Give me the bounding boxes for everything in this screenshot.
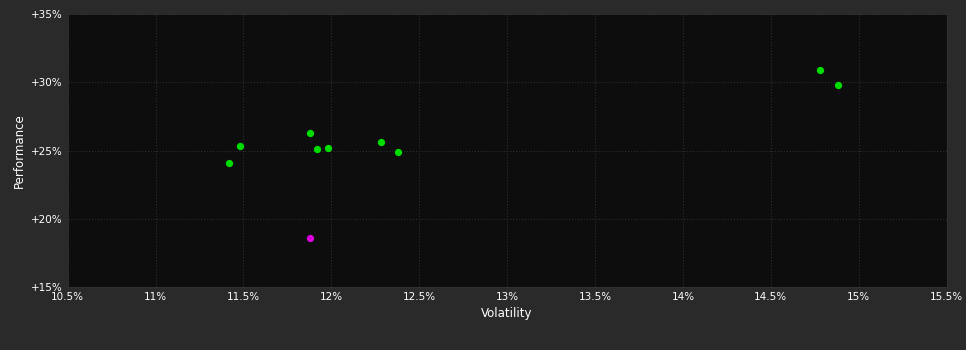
Point <box>302 130 318 135</box>
Point <box>830 82 845 88</box>
Point <box>320 145 335 150</box>
Y-axis label: Performance: Performance <box>13 113 25 188</box>
Point <box>812 67 828 73</box>
Point <box>221 160 237 166</box>
Point <box>232 144 247 149</box>
Point <box>390 149 406 155</box>
Point <box>309 146 325 152</box>
Point <box>302 235 318 241</box>
Point <box>373 140 388 145</box>
X-axis label: Volatility: Volatility <box>481 307 533 320</box>
